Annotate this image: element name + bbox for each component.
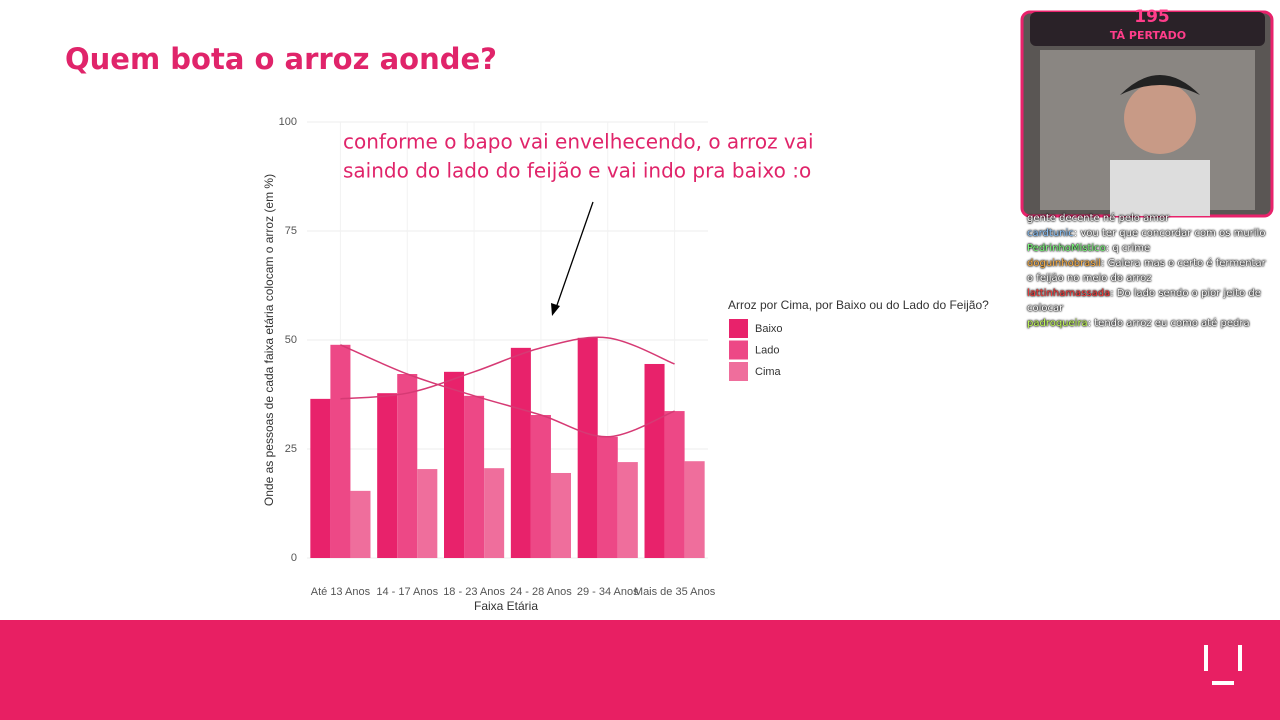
- annotation: saindo do lado do feijão e vai indo pra …: [343, 159, 811, 183]
- chat-user[interactable]: padroqueira: [1027, 318, 1088, 329]
- chat-message: gente decente né pelo amor: [1027, 211, 1272, 226]
- chat-user[interactable]: PedrinhoMistico: [1027, 243, 1106, 254]
- chat-text: : tendo arroz eu como até pedra: [1087, 318, 1250, 329]
- arrow-head: [551, 303, 560, 316]
- slide-title: Quem bota o arroz aonde?: [65, 42, 497, 76]
- chat-message: doguinhobrasil: Galera mas o certo é fer…: [1027, 256, 1272, 286]
- bar: [417, 469, 438, 558]
- legend-title: Arroz por Cima, por Baixo ou do Lado do …: [728, 298, 989, 312]
- bar: [310, 398, 331, 558]
- x-axis-title: Faixa Etária: [474, 599, 538, 613]
- chat-text: : q crime: [1105, 243, 1151, 254]
- chat-user[interactable]: lattinhamassada: [1027, 288, 1111, 299]
- annotation: conforme o bapo vai envelhecendo, o arro…: [343, 130, 814, 154]
- bar: [617, 462, 638, 558]
- bar: [530, 414, 551, 558]
- chat-text: : Do lado sendo o pior jeito de colocar: [1027, 288, 1261, 314]
- x-tick-label: Até 13 Anos: [311, 586, 371, 598]
- x-tick-label: 14 - 17 Anos: [376, 586, 438, 598]
- bar: [644, 363, 665, 558]
- x-tick-label: 24 - 28 Anos: [510, 586, 572, 598]
- y-axis-title: Onde as pessoas de cada faixa etária col…: [262, 174, 276, 506]
- logo: [1204, 645, 1242, 685]
- y-tick-label: 0: [291, 552, 297, 564]
- chat-message: cardtunic: vou ter que concordar com os …: [1027, 226, 1272, 241]
- trend-line: [340, 344, 675, 438]
- bar: [577, 337, 598, 558]
- bar: [330, 344, 351, 558]
- legend-key: [729, 340, 748, 360]
- bar: [664, 411, 685, 558]
- legend-label: Lado: [755, 344, 779, 356]
- legend-key: [729, 319, 748, 338]
- chat-user[interactable]: doguinhobrasil: [1027, 258, 1102, 269]
- trend-line: [340, 336, 675, 400]
- annotation-arrow: [555, 201, 594, 309]
- chat-text: : vou ter que concordar com os murilo: [1073, 228, 1266, 239]
- chat-user[interactable]: cardtunic: [1027, 228, 1074, 239]
- legend-label: Baixo: [755, 323, 783, 335]
- x-tick-label: 18 - 23 Anos: [443, 586, 505, 598]
- bar: [510, 347, 531, 558]
- chat-text: gente decente né pelo amor: [1027, 213, 1170, 224]
- chat-message: PedrinhoMistico: q crime: [1027, 241, 1272, 256]
- legend-key: [729, 362, 748, 381]
- chat-message: lattinhamassada: Do lado sendo o pior je…: [1027, 286, 1272, 316]
- bar: [350, 490, 371, 558]
- bar: [464, 395, 485, 558]
- bar: [377, 393, 398, 558]
- chat-text: : Galera mas o certo é fermentar o feijã…: [1027, 258, 1266, 284]
- bar: [484, 468, 505, 558]
- chat-message: padroqueira: tendo arroz eu como até ped…: [1027, 316, 1272, 331]
- bar: [597, 436, 618, 558]
- y-tick-label: 75: [285, 225, 297, 237]
- webcam: 195 TÁ PERTADO: [1020, 7, 1274, 218]
- bar: [550, 472, 571, 558]
- stream-counter: 195: [1134, 7, 1170, 27]
- bar: [444, 371, 465, 558]
- bar: [397, 374, 418, 558]
- stream-caption: TÁ PERTADO: [1110, 29, 1186, 42]
- legend-label: Cima: [755, 366, 782, 378]
- y-tick-label: 100: [279, 116, 297, 128]
- x-tick-label: Mais de 35 Anos: [634, 586, 716, 598]
- footer-band: [0, 620, 1280, 720]
- bar: [684, 461, 705, 558]
- x-tick-label: 29 - 34 Anos: [577, 586, 639, 598]
- chat: gente decente né pelo amor cardtunic: vou…: [1027, 211, 1272, 331]
- chart: 0 25 50 75 100 Até 13 Anos 14 - 17 Anos 18 - 23…: [262, 116, 989, 613]
- y-tick-label: 25: [285, 443, 297, 455]
- y-tick-label: 50: [285, 334, 297, 346]
